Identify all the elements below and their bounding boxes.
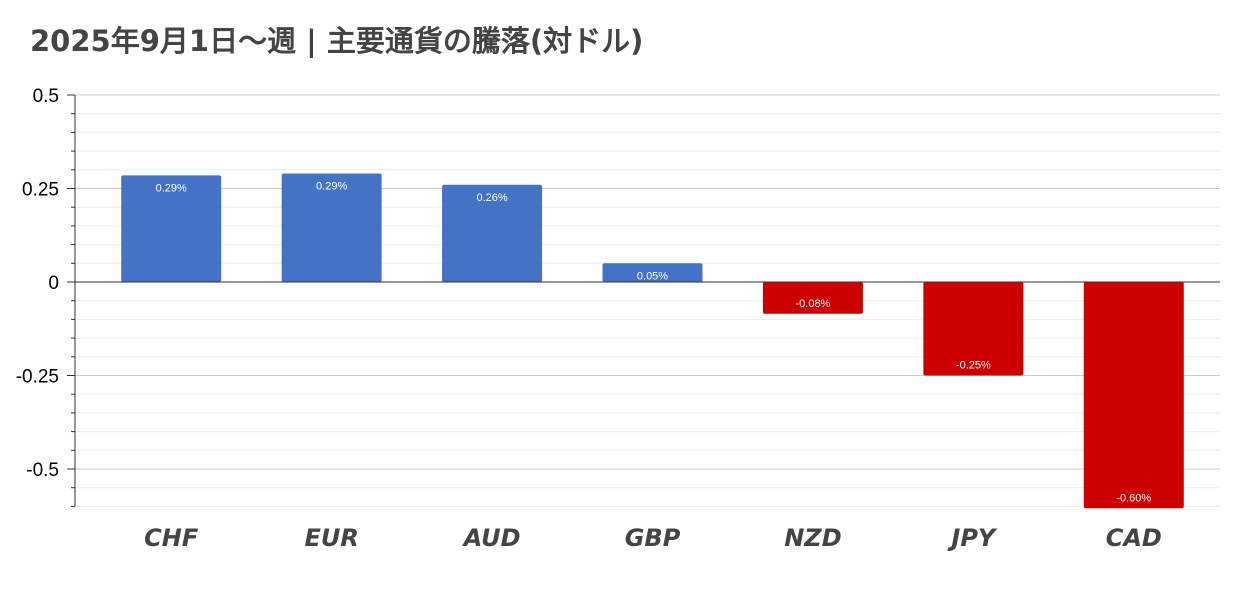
- data-label: 0.29%: [156, 182, 187, 194]
- x-tick-label: GBP: [625, 524, 681, 552]
- bar-nzd: [762, 282, 863, 314]
- data-label: 0.05%: [637, 270, 668, 282]
- data-label: -0.60%: [1116, 492, 1151, 504]
- x-tick-label: AUD: [462, 524, 521, 552]
- bar-gbp: [602, 263, 703, 282]
- y-tick-label: -0.5: [26, 460, 59, 481]
- bar-aud: [442, 184, 543, 282]
- x-tick-label: CHF: [144, 524, 199, 552]
- bar-eur: [281, 173, 382, 282]
- x-tick-label: CAD: [1106, 524, 1162, 552]
- data-label: 0.26%: [476, 192, 507, 204]
- x-tick-label: NZD: [784, 524, 841, 552]
- y-tick-label: 0.5: [33, 86, 59, 107]
- data-label: 0.29%: [316, 181, 347, 193]
- bar-cad: [1083, 282, 1184, 509]
- data-label: -0.25%: [956, 360, 991, 372]
- x-tick-label: JPY: [947, 524, 998, 552]
- y-tick-label: 0.25: [22, 180, 59, 201]
- chart-title: 2025年9月1日～週 | 主要通貨の騰落(対ドル): [30, 24, 644, 58]
- bar-jpy: [923, 282, 1024, 376]
- y-tick-label: 0: [48, 273, 59, 294]
- y-tick-label: -0.25: [16, 367, 59, 388]
- bar-chf: [121, 175, 222, 282]
- x-tick-label: EUR: [304, 524, 358, 552]
- data-label: -0.08%: [795, 298, 830, 310]
